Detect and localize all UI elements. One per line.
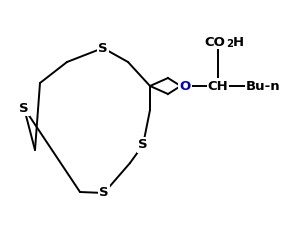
Text: S: S: [138, 138, 148, 151]
Text: O: O: [179, 79, 191, 93]
Text: S: S: [99, 186, 109, 199]
Text: S: S: [19, 102, 29, 114]
Text: 2: 2: [226, 39, 233, 49]
Text: S: S: [98, 41, 108, 55]
Text: Bu-n: Bu-n: [246, 79, 280, 93]
Text: CH: CH: [208, 79, 228, 93]
Text: CO: CO: [205, 35, 225, 48]
Text: H: H: [233, 35, 244, 48]
